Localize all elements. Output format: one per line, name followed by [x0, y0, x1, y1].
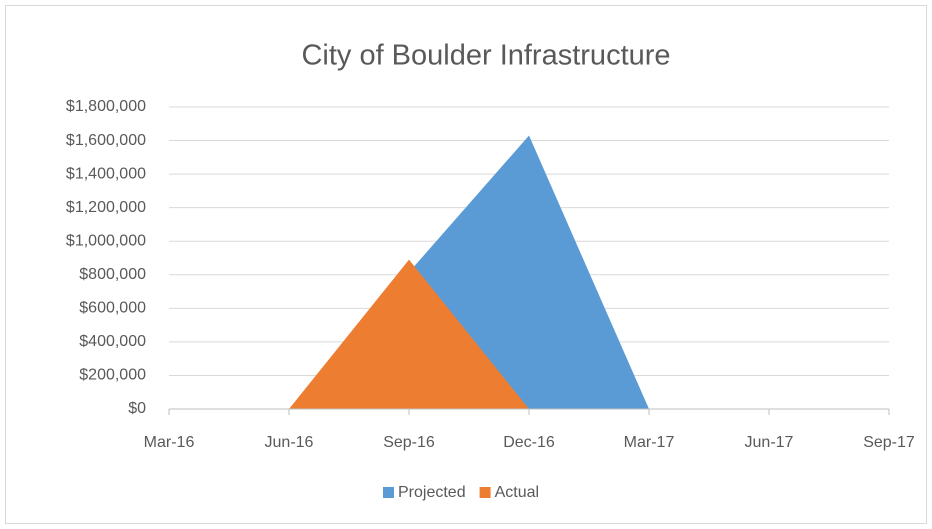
y-tick-label: $1,400,000 [66, 165, 146, 182]
y-tick-label: $400,000 [79, 333, 146, 350]
x-tick-label: Sep-16 [383, 434, 435, 451]
x-tick-label: Mar-16 [144, 434, 195, 451]
legend-swatch [479, 487, 491, 498]
legend-label: Projected [398, 484, 466, 501]
chart-title: City of Boulder Infrastructure [301, 40, 670, 72]
area [289, 259, 649, 409]
y-tick-label: $200,000 [79, 367, 146, 384]
y-tick-label: $1,000,000 [66, 232, 146, 249]
x-tick-label: Jun-16 [265, 434, 314, 451]
y-tick-label: $800,000 [79, 266, 146, 283]
x-tick-label: Jun-17 [745, 434, 794, 451]
x-tick-label: Dec-16 [503, 434, 555, 451]
y-tick-label: $1,800,000 [66, 98, 146, 115]
y-tick-label: $0 [128, 400, 146, 417]
legend-swatch [383, 487, 394, 498]
legend-label: Actual [495, 484, 539, 501]
x-tick-label: Mar-17 [624, 434, 675, 451]
x-tick-label: Sep-17 [863, 434, 915, 451]
y-tick-label: $1,200,000 [66, 199, 146, 216]
y-tick-label: $600,000 [79, 300, 146, 317]
y-tick-label: $1,600,000 [66, 132, 146, 149]
